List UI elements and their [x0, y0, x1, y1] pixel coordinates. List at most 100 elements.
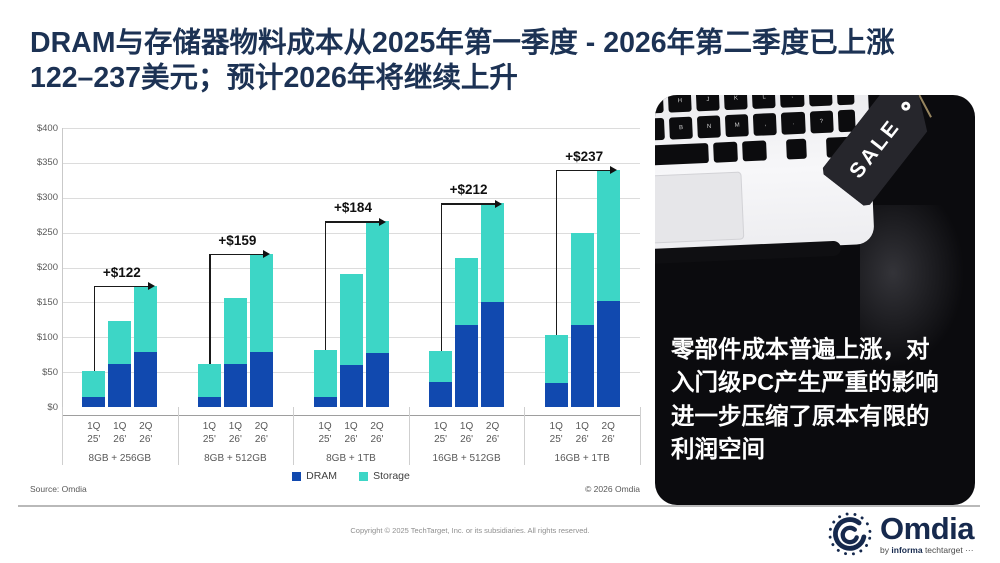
annotation-hline [209, 253, 266, 255]
bar-storage [429, 351, 453, 382]
bar-storage [223, 298, 247, 364]
group-config-label: 16GB + 512GB [432, 453, 501, 464]
annotation-arrowhead-icon [263, 250, 271, 259]
bar-tick-label: 1Q 26' [228, 421, 243, 445]
bar-storage [481, 203, 505, 303]
omdia-logo-name: Omdia [880, 511, 974, 546]
bar-tick-label: 1Q 26' [459, 421, 474, 445]
omdia-logo: Omdia by informa techtarget ··· [827, 511, 974, 557]
y-tick-label: $300 [36, 192, 58, 204]
y-axis-line [62, 128, 63, 407]
group-config-label: 8GB + 512GB [204, 453, 267, 464]
bar-storage [134, 285, 158, 352]
annotation-vline [93, 285, 96, 371]
keyboard-key: K [723, 95, 749, 111]
bar-storage [339, 274, 363, 366]
key-gap [811, 138, 822, 158]
bar-dram [481, 302, 505, 407]
bar-dram [544, 382, 568, 407]
cost-bar-chart: $0 $50 $100 $150 $200 $250 $300 $350 $400 +$122 +… [30, 120, 648, 505]
omdia-logo-byline: by informa techtarget ··· [880, 545, 974, 555]
omdia-logo-text: Omdia by informa techtarget ··· [880, 513, 974, 555]
group-config-label: 8GB + 256GB [88, 453, 152, 464]
gridline [62, 232, 640, 234]
bar-storage [313, 349, 337, 397]
bar-dram [313, 396, 337, 407]
source-note: Source: Omdia [30, 484, 87, 494]
bar-tick-label: 1Q 26' [113, 421, 127, 445]
bar-dram [82, 396, 106, 407]
bar-storage [82, 370, 106, 397]
keyboard-key [837, 109, 856, 133]
annotation-delta-label: +$184 [334, 200, 372, 216]
group-separator [293, 407, 295, 465]
bar-dram [455, 324, 479, 407]
legend-swatch-icon [292, 471, 302, 481]
keyboard-key: L [752, 95, 777, 109]
bar-storage [570, 232, 594, 325]
y-tick-label: $0 [47, 401, 58, 413]
byline-by: by [880, 545, 890, 555]
y-tick-label: $400 [36, 122, 58, 134]
key-gap [771, 140, 782, 160]
keyboard-key: . [781, 111, 806, 135]
y-tick-label: $100 [36, 331, 58, 343]
keyboard-key [713, 141, 738, 163]
keyboard-key: M [725, 114, 750, 138]
annotation-arrowhead-icon [494, 199, 502, 208]
keyboard-key [836, 95, 855, 106]
bar-storage [197, 364, 221, 397]
bar-tick-label: 2Q 26' [485, 421, 500, 445]
annotation-vline [209, 253, 211, 365]
bar-tick-label: 1Q 25' [549, 421, 563, 445]
tag-hole-icon [899, 100, 912, 113]
byline-techtarget: techtarget ··· [924, 545, 974, 555]
bar-storage [365, 221, 389, 353]
keyboard-key: V [655, 117, 665, 141]
bar-tick-label: 1Q 25' [87, 421, 101, 445]
keyboard-key: G [655, 95, 664, 114]
keyboard-key: , [753, 112, 778, 136]
keyboard-row [655, 136, 857, 166]
bar-dram [197, 396, 221, 407]
footer-copyright: Copyright © 2025 TechTarget, Inc. or its… [350, 526, 590, 535]
y-tick-label: $150 [36, 296, 58, 308]
bar-tick-label: 1Q 26' [575, 421, 589, 445]
bar-storage [455, 257, 479, 325]
y-tick-label: $50 [42, 366, 58, 378]
keyboard-key [655, 142, 709, 166]
bar-storage [544, 335, 568, 383]
callout-line: 利润空间 [671, 436, 765, 463]
bar-dram [249, 351, 273, 407]
legend-item: Storage [359, 470, 410, 482]
callout-line: 零部件成本普遍上涨，对 [671, 336, 930, 362]
slide-title-line2: 122–237美元；预计2026年将继续上升 [30, 61, 518, 94]
keyboard-key: H [667, 95, 692, 113]
annotation-hline [440, 203, 497, 205]
laptop-sale-photo: GHJKL;' VBNM,.? SALE 零部件成本普遍上涨，对 入门级PC产生… [655, 95, 975, 505]
group-separator [62, 407, 63, 465]
annotation-vline [556, 169, 558, 336]
group-separator [640, 407, 641, 465]
group-config-label: 16GB + 1TB [554, 453, 610, 464]
legend-swatch-icon [359, 471, 369, 481]
group-config-label: 8GB + 1TB [326, 453, 376, 464]
annotation-hline [93, 285, 150, 287]
bar-tick-label: 1Q 25' [433, 421, 448, 445]
gridline [62, 197, 640, 199]
legend-label: DRAM [306, 470, 338, 482]
group-separator [408, 407, 410, 465]
keyboard-key: B [669, 116, 694, 140]
annotation-arrowhead-icon [610, 166, 618, 175]
group-separator [177, 407, 179, 465]
callout-text: 零部件成本普遍上涨，对 入门级PC产生严重的影响 进一步压缩了原本有限的 利润空… [671, 333, 967, 466]
omdia-swirl-icon [828, 512, 872, 556]
annotation-arrowhead-icon [147, 282, 155, 291]
annotation-hline [325, 221, 381, 223]
annotation-delta-label: +$237 [565, 148, 604, 164]
legend-label: Storage [373, 470, 410, 482]
bar-dram [365, 352, 389, 407]
bar-dram [596, 300, 620, 407]
annotation-vline [440, 203, 442, 352]
